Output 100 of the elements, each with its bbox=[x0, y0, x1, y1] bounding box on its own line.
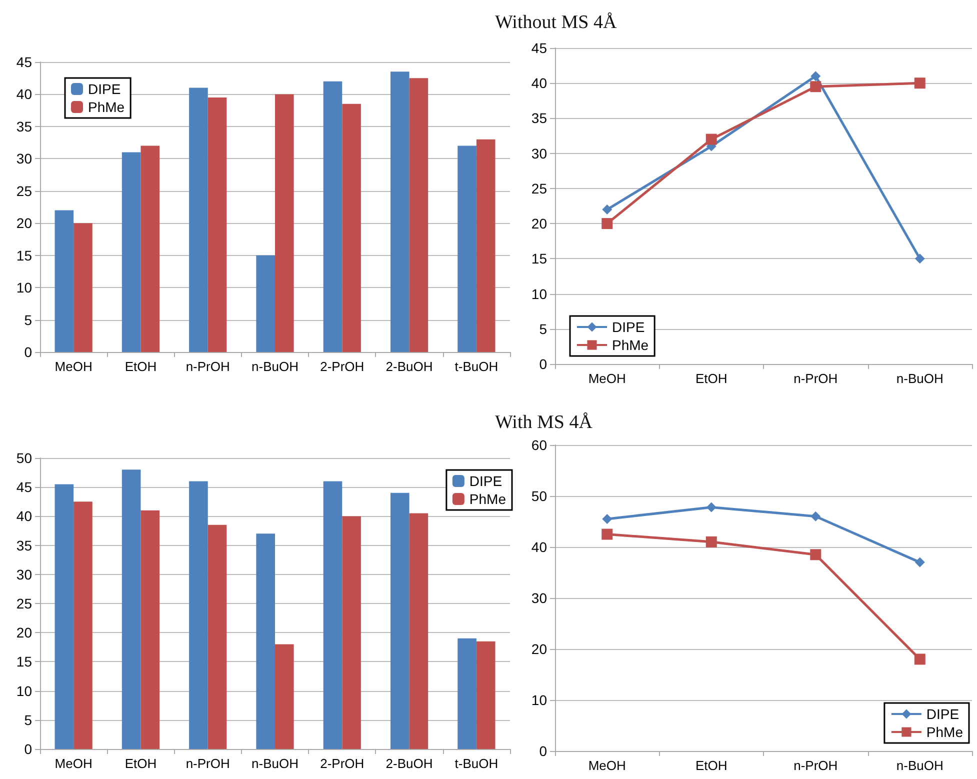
y-tick-label: 60 bbox=[531, 437, 548, 453]
y-tick-label: 25 bbox=[16, 182, 32, 199]
bar bbox=[189, 88, 208, 352]
x-tick-label: n-BuOH bbox=[252, 359, 298, 374]
bar bbox=[409, 513, 428, 749]
y-tick-label: 20 bbox=[16, 215, 32, 232]
x-tick-label: t-BuOH bbox=[454, 359, 498, 374]
y-tick-label: 50 bbox=[16, 450, 32, 466]
y-tick-label: 50 bbox=[531, 488, 548, 504]
y-tick-label: 0 bbox=[539, 356, 548, 372]
x-tick-label: 2-BuOH bbox=[386, 756, 433, 771]
x-tick-label: n-PrOH bbox=[794, 758, 838, 773]
bar bbox=[390, 492, 410, 749]
point bbox=[810, 549, 822, 560]
x-tick-label: EtOH bbox=[695, 371, 728, 386]
y-tick-label: 35 bbox=[16, 118, 32, 134]
x-tick-label: n-BuOH bbox=[252, 756, 298, 771]
y-tick-label: 15 bbox=[16, 654, 32, 670]
point bbox=[914, 557, 925, 568]
bar bbox=[342, 104, 361, 352]
x-tick-label: MeOH bbox=[588, 371, 626, 386]
point bbox=[602, 218, 613, 230]
bar bbox=[74, 502, 92, 749]
y-tick-label: 5 bbox=[24, 712, 32, 728]
x-tick-label: MeOH bbox=[588, 758, 626, 773]
y-tick-label: 15 bbox=[531, 250, 548, 267]
y-tick-label: 35 bbox=[16, 537, 32, 554]
bar bbox=[208, 97, 227, 352]
y-tick-label: 45 bbox=[531, 40, 548, 56]
legend-label: DIPE bbox=[88, 81, 121, 97]
bar bbox=[189, 481, 208, 749]
y-tick-label: 30 bbox=[531, 590, 548, 606]
bar bbox=[275, 94, 294, 352]
bar bbox=[74, 223, 92, 352]
bar bbox=[275, 644, 294, 749]
legend-label: PhMe bbox=[469, 491, 506, 507]
point bbox=[602, 204, 612, 215]
point bbox=[706, 502, 716, 512]
legend-label: DIPE bbox=[612, 319, 645, 335]
legend-label: DIPE bbox=[469, 473, 502, 489]
x-tick-label: EtOH bbox=[124, 756, 157, 771]
point bbox=[706, 536, 717, 548]
x-tick-label: EtOH bbox=[124, 359, 157, 374]
bar bbox=[256, 534, 275, 749]
y-tick-label: 45 bbox=[16, 54, 32, 70]
bar bbox=[458, 146, 476, 352]
point bbox=[810, 81, 822, 92]
y-tick-label: 25 bbox=[531, 180, 548, 196]
point bbox=[810, 511, 821, 522]
point bbox=[914, 254, 925, 264]
point bbox=[602, 528, 613, 540]
y-tick-label: 35 bbox=[531, 110, 548, 126]
bar bbox=[140, 146, 160, 352]
x-tick-label: 2-PrOH bbox=[320, 756, 364, 771]
point bbox=[810, 71, 821, 82]
y-tick-label: 5 bbox=[24, 312, 32, 328]
y-tick-label: 30 bbox=[16, 150, 32, 167]
y-tick-label: 0 bbox=[24, 741, 32, 757]
y-tick-label: 10 bbox=[531, 286, 548, 302]
x-tick-label: MeOH bbox=[54, 756, 92, 771]
bar bbox=[476, 641, 496, 749]
x-tick-label: n-BuOH bbox=[896, 758, 944, 773]
bar bbox=[122, 470, 141, 749]
y-tick-label: 5 bbox=[539, 320, 548, 337]
chart-title: Without MS 4Å bbox=[495, 12, 617, 33]
point bbox=[914, 78, 926, 89]
x-tick-label: EtOH bbox=[695, 758, 728, 773]
y-tick-label: 40 bbox=[531, 75, 548, 92]
y-tick-label: 30 bbox=[16, 566, 32, 582]
x-tick-label: MeOH bbox=[54, 359, 92, 374]
bar bbox=[54, 484, 74, 749]
bar bbox=[256, 255, 275, 352]
y-tick-label: 15 bbox=[16, 247, 32, 264]
x-tick-label: t-BuOH bbox=[454, 756, 498, 771]
x-tick-label: n-PrOH bbox=[794, 371, 838, 386]
point bbox=[706, 134, 717, 145]
bar bbox=[208, 524, 227, 749]
y-tick-label: 45 bbox=[16, 479, 32, 496]
x-tick-label: 2-PrOH bbox=[320, 359, 364, 374]
bar bbox=[342, 516, 361, 749]
bar bbox=[390, 72, 410, 352]
x-tick-label: n-BuOH bbox=[896, 371, 944, 386]
y-tick-label: 25 bbox=[16, 596, 32, 612]
bar bbox=[54, 210, 74, 352]
bar bbox=[458, 638, 476, 749]
x-tick-label: 2-BuOH bbox=[386, 359, 433, 374]
y-tick-label: 20 bbox=[531, 216, 548, 232]
point bbox=[602, 514, 612, 524]
point bbox=[914, 654, 926, 665]
bar bbox=[323, 481, 342, 749]
y-tick-label: 20 bbox=[531, 641, 548, 657]
legend-label: PhMe bbox=[612, 337, 649, 353]
x-tick-label: n-PrOH bbox=[186, 359, 230, 374]
bar bbox=[140, 510, 160, 749]
y-tick-label: 40 bbox=[531, 539, 548, 555]
y-tick-label: 10 bbox=[16, 682, 32, 699]
bar bbox=[476, 139, 496, 352]
bar bbox=[409, 78, 428, 352]
y-tick-label: 40 bbox=[16, 508, 32, 524]
y-tick-label: 30 bbox=[531, 145, 548, 162]
